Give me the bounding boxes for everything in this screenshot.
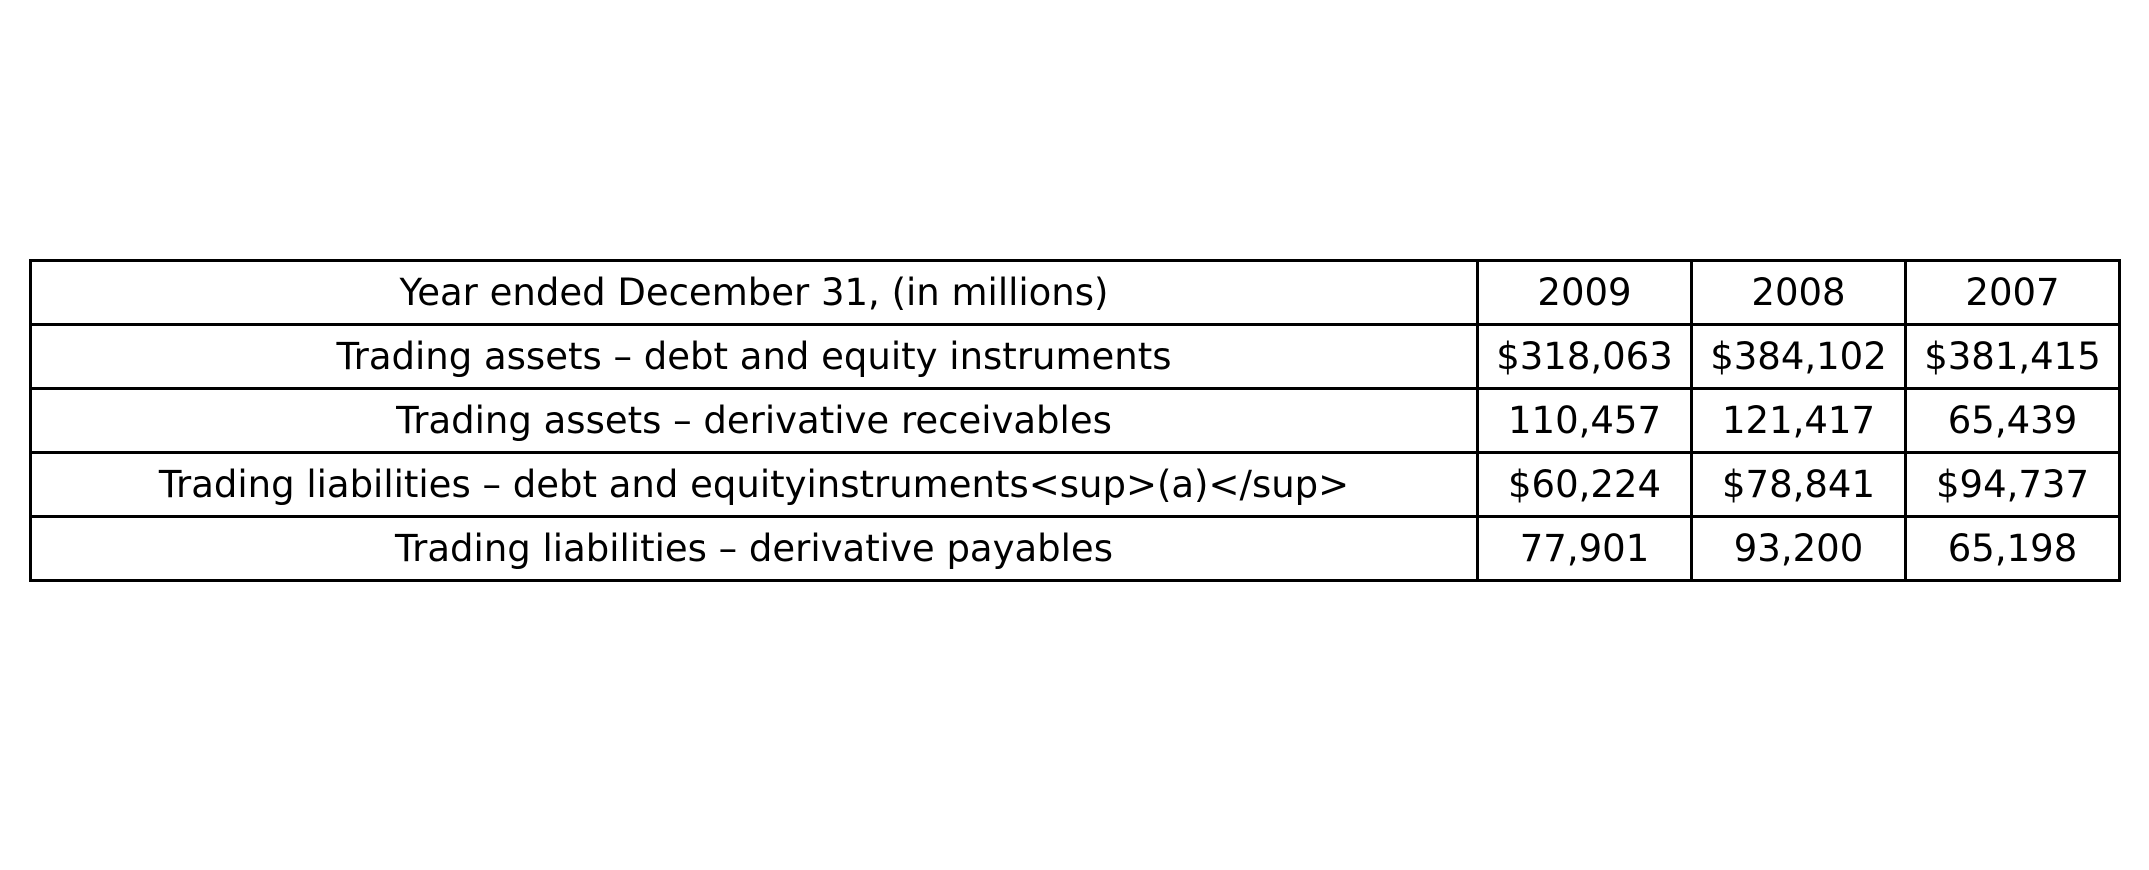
row-label: Trading assets – debt and equity instrum… [29, 323, 1479, 390]
header-cell-label: Year ended December 31, (in millions) [29, 259, 1479, 326]
table-cell: $60,224 [1476, 451, 1693, 518]
table-row: Trading liabilities – debt and equityins… [29, 451, 2121, 518]
row-label: Trading assets – derivative receivables [29, 387, 1479, 454]
table-cell: 65,198 [1904, 515, 2121, 582]
table-cell: 110,457 [1476, 387, 1693, 454]
table-row: Trading assets – debt and equity instrum… [29, 323, 2121, 390]
table-cell: 121,417 [1690, 387, 1907, 454]
table-cell: 65,439 [1904, 387, 2121, 454]
row-label: Trading liabilities – derivative payable… [29, 515, 1479, 582]
table-cell: $78,841 [1690, 451, 1907, 518]
table-row: Trading assets – derivative receivables … [29, 387, 2121, 454]
header-cell-2009: 2009 [1476, 259, 1693, 326]
table-row: Trading liabilities – derivative payable… [29, 515, 2121, 582]
row-label: Trading liabilities – debt and equityins… [29, 451, 1479, 518]
table-cell: $381,415 [1904, 323, 2121, 390]
table-cell: 93,200 [1690, 515, 1907, 582]
header-cell-2007: 2007 [1904, 259, 2121, 326]
table-cell: 77,901 [1476, 515, 1693, 582]
table-cell: $318,063 [1476, 323, 1693, 390]
table-cell: $94,737 [1904, 451, 2121, 518]
table-cell: $384,102 [1690, 323, 1907, 390]
data-table: Year ended December 31, (in millions) 20… [29, 259, 2121, 582]
header-cell-2008: 2008 [1690, 259, 1907, 326]
header-row: Year ended December 31, (in millions) 20… [29, 259, 2121, 326]
